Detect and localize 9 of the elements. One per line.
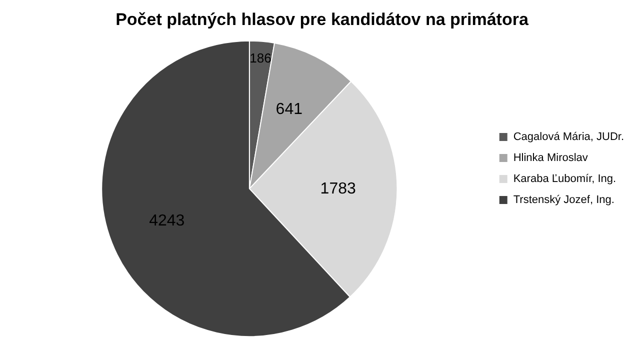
legend-label: Cagalová Mária, JUDr. xyxy=(513,131,624,144)
legend-label: Karaba Ľubomír, Ing. xyxy=(513,173,616,186)
legend-label: Hlinka Miroslav xyxy=(513,152,588,164)
data-label: 186 xyxy=(250,50,272,66)
data-label: 641 xyxy=(276,100,303,118)
data-label: 1783 xyxy=(320,180,356,198)
chart-title: Počet platných hlasov pre kandidátov na primátora xyxy=(116,10,529,29)
legend-label: Trstenský Jozef, Ing. xyxy=(513,194,614,206)
data-label: 4243 xyxy=(149,212,185,230)
